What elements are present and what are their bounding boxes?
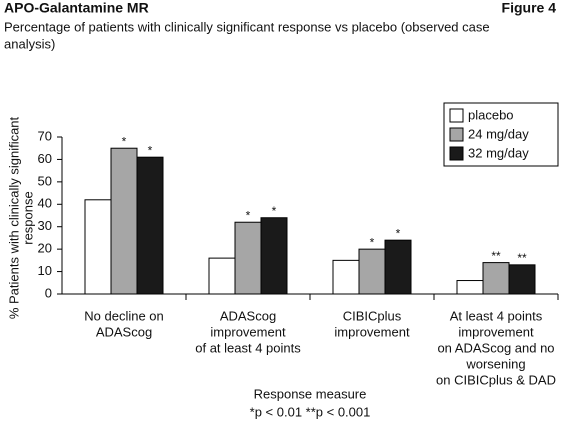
bar [508, 264, 536, 295]
bar [456, 280, 484, 295]
bar [136, 156, 164, 295]
x-tick-label: improvement [210, 324, 286, 339]
y-tick-label: 20 [38, 241, 52, 256]
legend-label: placebo [468, 107, 514, 122]
significance-marker: * [122, 134, 127, 148]
significance-marker: * [272, 204, 277, 218]
title-line: Percentage of patients with clinically s… [4, 19, 490, 34]
bar [84, 199, 112, 295]
y-axis-label: % Patients with clinically significant [6, 116, 21, 319]
x-tick-label: At least 4 points [450, 308, 543, 323]
significance-marker: * [246, 208, 251, 222]
x-tick-label: worsening [465, 356, 525, 371]
y-tick-label: 30 [38, 218, 52, 233]
legend-swatch [449, 127, 464, 142]
bar [260, 217, 288, 295]
bar [332, 259, 360, 295]
legend-swatch [449, 146, 464, 161]
title-line: analysis) [4, 36, 55, 51]
bar [482, 262, 510, 295]
x-axis-label: Response measure [254, 386, 367, 401]
y-tick-label: 70 [38, 128, 52, 143]
legend-swatch [449, 108, 464, 123]
legend-label: 32 mg/day [468, 145, 529, 160]
y-tick-label: 40 [38, 196, 52, 211]
bar [110, 147, 138, 295]
significance-marker: * [370, 235, 375, 249]
x-tick-label: on CIBICplus & DAD [436, 372, 556, 387]
x-tick-label: No decline on [84, 308, 164, 323]
figure-label: Figure 4 [502, 0, 557, 16]
x-tick-label: improvement [458, 324, 534, 339]
x-tick-label: improvement [334, 324, 410, 339]
y-axis-label: response [20, 191, 35, 244]
bar [208, 257, 236, 295]
bar [234, 221, 262, 295]
y-tick-label: 0 [45, 285, 52, 300]
significance-marker: ** [491, 249, 501, 263]
significance-marker: * [148, 143, 153, 157]
significance-marker: ** [517, 251, 527, 265]
x-tick-label: on ADAScog and no [437, 340, 554, 355]
y-tick-label: 50 [38, 173, 52, 188]
bar [384, 239, 412, 295]
x-tick-label: CIBICplus [343, 308, 402, 323]
footnote: *p < 0.01 **p < 0.001 [250, 404, 371, 419]
legend-label: 24 mg/day [468, 126, 529, 141]
y-tick-label: 60 [38, 151, 52, 166]
header: APO-Galantamine MR [4, 0, 149, 16]
significance-marker: * [396, 226, 401, 240]
x-tick-label: ADAScog [96, 324, 152, 339]
bar [358, 248, 386, 295]
y-tick-label: 10 [38, 263, 52, 278]
x-tick-label: ADAScog [220, 308, 276, 323]
x-tick-label: of at least 4 points [195, 340, 301, 355]
